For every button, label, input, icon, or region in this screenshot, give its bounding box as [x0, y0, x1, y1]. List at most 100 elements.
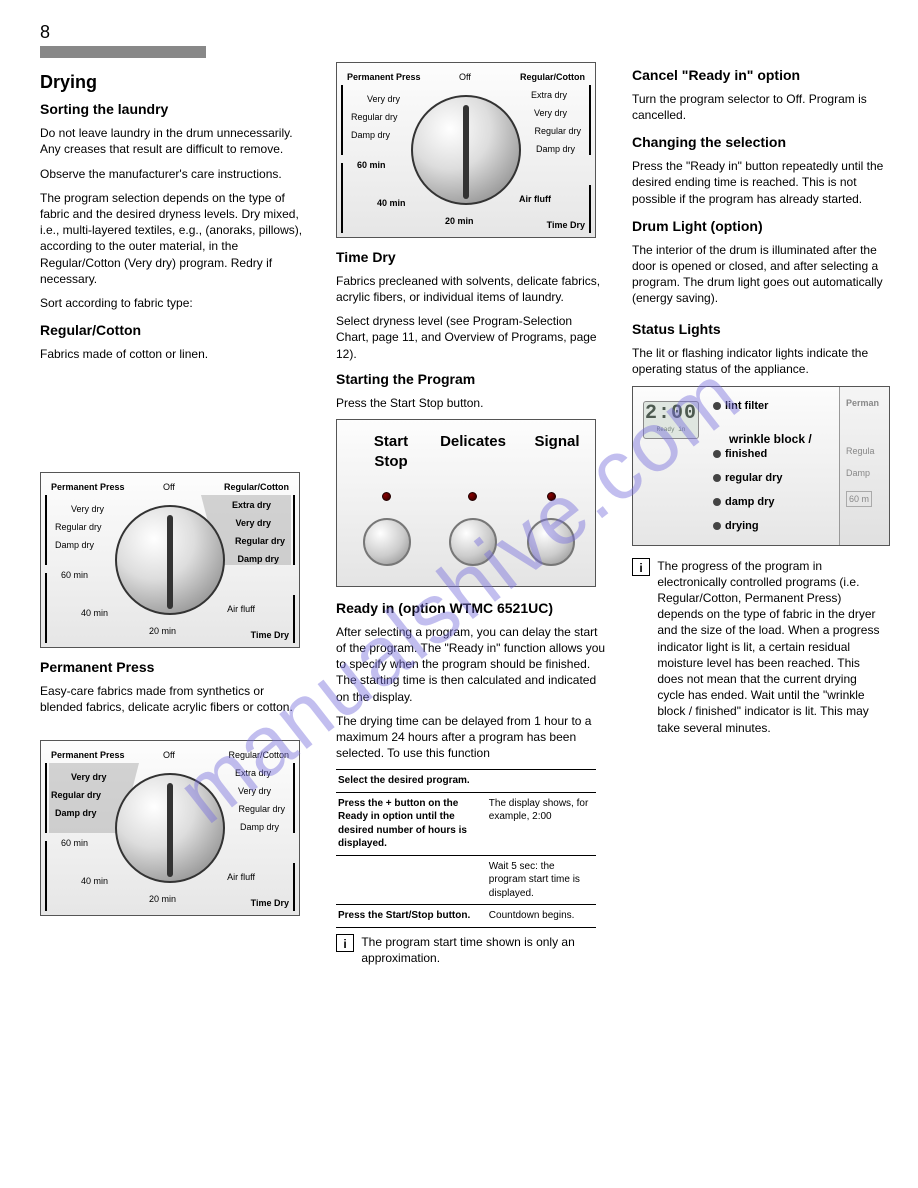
para-program-selection: The program selection depends on the typ… [40, 190, 310, 287]
dial2-20min: 20 min [149, 893, 176, 905]
damp-dry-label: damp dry [725, 496, 775, 508]
dial-regular-dry-r: Regular dry [235, 535, 285, 547]
dial3-air-fluff: Air fluff [519, 193, 551, 205]
drum-light-text: The interior of the drum is illuminated … [632, 242, 892, 307]
indicator-panel: 2:00 Ready in lint filter wrinkle block … [632, 386, 890, 546]
table-r4-l: Press the Start/Stop button. [336, 905, 487, 928]
info-text-2: The progress of the program in electroni… [657, 558, 887, 736]
finished-label: finished [725, 448, 767, 460]
dial2-perm-press: Permanent Press [51, 749, 125, 761]
dial3-perm-press: Permanent Press [347, 71, 421, 83]
ready-in-label: Ready in [644, 426, 698, 434]
cancel-text: Turn the program selector to Off. Progra… [632, 91, 892, 123]
finished-row: finished [713, 447, 767, 462]
damp-dry-row: damp dry [713, 495, 775, 510]
time-dry-title: Time Dry [336, 248, 606, 267]
regular-cotton-text: Fabrics made of cotton or linen. [40, 346, 310, 362]
dial2-60min: 60 min [61, 837, 88, 849]
regular-cotton-title: Regular/Cotton [40, 321, 310, 340]
dial2-regular-dry-l: Regular dry [51, 789, 101, 801]
signal-button[interactable] [527, 518, 575, 566]
wrinkle-block-row: wrinkle block / [729, 431, 812, 447]
dial2-extra-dry-r: Extra dry [235, 767, 271, 779]
ready-in-p2: The drying time can be delayed from 1 ho… [336, 713, 606, 762]
dial-extra-dry-r: Extra dry [232, 499, 271, 511]
led-delicates [468, 492, 477, 501]
info-text: The program start time shown is only an … [361, 934, 591, 966]
start-stop-button[interactable] [363, 518, 411, 566]
led-signal [547, 492, 556, 501]
dial2-knob[interactable] [115, 773, 225, 883]
dial3-extra-dry-r: Extra dry [531, 89, 567, 101]
dial3-60min: 60 min [357, 159, 386, 171]
dial3-very-dry-r: Very dry [534, 107, 567, 119]
time-dry-text: Fabrics precleaned with solvents, delica… [336, 273, 606, 305]
wrinkle-block-label: wrinkle block / [729, 432, 812, 446]
dial-air-fluff: Air fluff [227, 603, 255, 615]
dial3-regular-dry-l: Regular dry [351, 111, 398, 123]
ready-in-title: Ready in (option WTMC 6521UC) [336, 599, 606, 618]
dial2-air-fluff: Air fluff [227, 871, 255, 883]
cancel-title: Cancel "Ready in" option [632, 66, 892, 85]
dial3-knob[interactable] [411, 95, 521, 205]
dial2-time-dry: Time Dry [251, 897, 289, 909]
change-title: Changing the selection [632, 133, 892, 152]
dial3-time-dry: Time Dry [547, 219, 585, 231]
table-r2-l: Press the + button on the Ready in optio… [336, 792, 487, 855]
info-icon-2: i [632, 558, 650, 576]
para-care: Observe the manufacturer's care instruct… [40, 166, 310, 182]
delicates-label: Delicates [433, 432, 513, 452]
dial3-regular-dry-r: Regular dry [534, 125, 581, 137]
start-stop-label: Start Stop [351, 432, 431, 473]
time-digits: 2:00 [644, 402, 698, 426]
dial3-very-dry-l: Very dry [367, 93, 400, 105]
lint-filter-label: lint filter [725, 400, 768, 412]
led-start [382, 492, 391, 501]
dial2-reg-cotton: Regular/Cotton [228, 749, 289, 761]
perm-press-title: Permanent Press [40, 658, 310, 677]
dial-time-dry: Time Dry [251, 629, 289, 641]
dial-panel-time-dry: Permanent Press Off Regular/Cotton Very … [336, 62, 596, 238]
partial-damp: Damp [846, 467, 870, 479]
change-text: Press the "Ready in" button repeatedly u… [632, 158, 892, 207]
dial-very-dry-r: Very dry [235, 517, 271, 529]
drying-row: drying [713, 519, 759, 534]
partial-perm: Perman [846, 397, 879, 409]
dial3-damp-dry-r: Damp dry [536, 143, 575, 155]
dial-knob[interactable] [115, 505, 225, 615]
delicates-button[interactable] [449, 518, 497, 566]
select-dryness-text: Select dryness level (see Program-Select… [336, 313, 606, 362]
status-lights-text: The lit or flashing indicator lights ind… [632, 345, 892, 377]
dial2-off: Off [163, 749, 175, 761]
dial-damp-dry-r: Damp dry [237, 553, 279, 565]
ready-in-table: Select the desired program. Press the + … [336, 769, 596, 928]
table-r1-r [487, 770, 596, 793]
signal-label: Signal [517, 432, 597, 452]
dial3-20min: 20 min [445, 215, 474, 227]
table-r4-r: Countdown begins. [487, 905, 596, 928]
dial-panel-regular: Permanent Press Off Regular/Cotton Very … [40, 472, 300, 648]
button-panel: Start Stop Delicates Signal [336, 419, 596, 587]
table-r2-r: The display shows, for example, 2:00 [487, 792, 596, 855]
lint-filter-row: lint filter [713, 399, 768, 414]
drying-title: Drying [40, 70, 310, 94]
dial2-damp-dry-r: Damp dry [240, 821, 279, 833]
dial-regular-dry-l: Regular dry [55, 521, 102, 533]
para-sort: Sort according to fabric type: [40, 295, 310, 311]
dial-40min: 40 min [81, 607, 108, 619]
dial-20min: 20 min [149, 625, 176, 637]
drum-light-title: Drum Light (option) [632, 217, 892, 236]
starting-text: Press the Start Stop button. [336, 395, 606, 411]
dial-60min: 60 min [61, 569, 88, 581]
dial3-40min: 40 min [377, 197, 406, 209]
drying-label: drying [725, 520, 759, 532]
status-lights-title: Status Lights [632, 320, 892, 339]
time-display: 2:00 Ready in [643, 401, 699, 439]
ready-in-text: After selecting a program, you can delay… [336, 624, 606, 705]
perm-press-text: Easy-care fabrics made from synthetics o… [40, 683, 310, 715]
info-icon: i [336, 934, 354, 952]
table-r3-l [336, 855, 487, 905]
regular-dry-row: regular dry [713, 471, 782, 486]
para-creases: Do not leave laundry in the drum unneces… [40, 125, 310, 157]
dial-reg-cotton: Regular/Cotton [224, 481, 289, 493]
